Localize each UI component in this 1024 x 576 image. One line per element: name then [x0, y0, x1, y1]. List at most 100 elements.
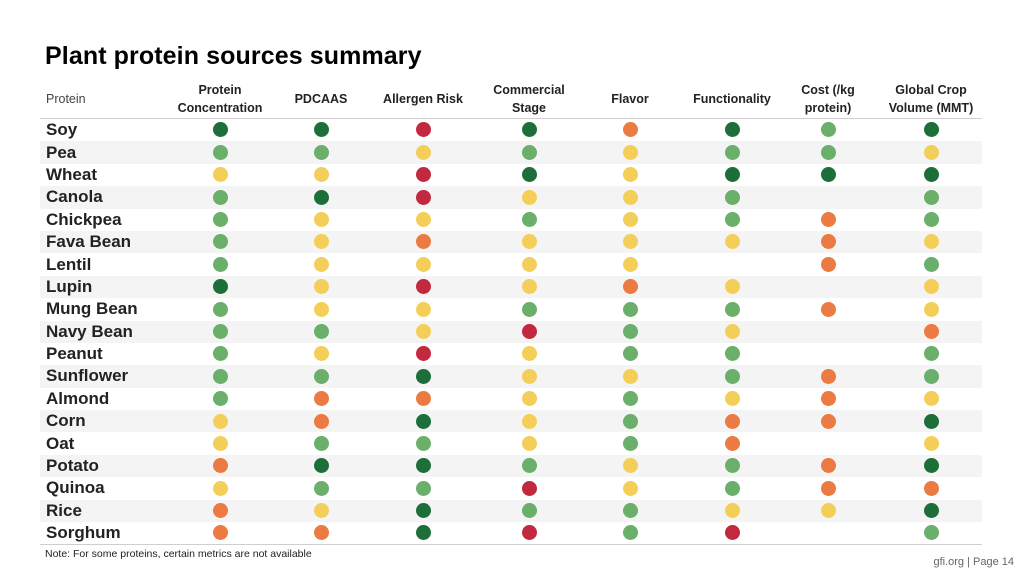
rating-dot [415, 144, 431, 160]
rating-cell [360, 432, 486, 454]
rating-cell [158, 343, 282, 365]
rating-cell [158, 454, 282, 478]
column-header: Cost (/kg protein) [776, 80, 880, 119]
rating-cell [282, 410, 360, 433]
rating-cell [880, 275, 982, 299]
rating-dot [724, 413, 740, 429]
rating-cell [776, 298, 880, 320]
rating-cell [688, 499, 776, 523]
rating-cell [360, 410, 486, 433]
rating-cell [486, 230, 572, 254]
rating-cell [158, 164, 282, 186]
rating-cell [572, 388, 688, 410]
protein-name: Navy Bean [40, 320, 158, 343]
rating-dot [622, 525, 638, 541]
rating-dot [212, 480, 228, 496]
table-row: Lupin [40, 275, 982, 299]
protein-name: Potato [40, 454, 158, 478]
column-header: Allergen Risk [360, 80, 486, 119]
rating-cell [776, 365, 880, 388]
rating-cell [486, 454, 572, 478]
rating-dot [521, 167, 537, 183]
rating-cell [688, 432, 776, 454]
rating-dot [521, 480, 537, 496]
table-row: Rice [40, 499, 982, 523]
rating-dot [415, 256, 431, 272]
rating-cell [282, 164, 360, 186]
rating-dot [212, 435, 228, 451]
rating-dot [212, 391, 228, 407]
column-header-line: PDCAAS [294, 92, 348, 106]
rating-cell [776, 499, 880, 523]
rating-dot [212, 346, 228, 362]
column-header-line: Global Crop [895, 83, 967, 97]
protein-name: Lupin [40, 275, 158, 299]
rating-cell [776, 119, 880, 142]
table-row: Sunflower [40, 365, 982, 388]
rating-cell [880, 209, 982, 231]
rating-dot [622, 368, 638, 384]
table-header-row: Protein Protein Concentration PDCAAS Allerg… [40, 80, 982, 119]
rating-dot [622, 301, 638, 317]
rating-dot [724, 234, 740, 250]
rating-dot [724, 144, 740, 160]
protein-summary-table: Protein Protein Concentration PDCAAS Allerg… [40, 80, 982, 546]
table-row: Corn [40, 410, 982, 433]
rating-cell [158, 410, 282, 433]
rating-dot [313, 144, 329, 160]
rating-dot [820, 458, 836, 474]
rating-dot [313, 368, 329, 384]
rating-cell [360, 365, 486, 388]
column-header: Flavor [572, 80, 688, 119]
protein-name: Rice [40, 499, 158, 523]
rating-cell [486, 275, 572, 299]
rating-cell [282, 522, 360, 546]
rating-cell [360, 320, 486, 343]
rating-dot [923, 234, 939, 250]
column-header-line: Protein [198, 83, 242, 97]
rating-cell [688, 253, 776, 275]
rating-cell [880, 343, 982, 365]
rating-cell [158, 365, 282, 388]
rating-cell [282, 454, 360, 478]
rating-dot [923, 279, 939, 295]
rating-dot [313, 525, 329, 541]
rating-cell [158, 209, 282, 231]
rating-dot [724, 435, 740, 451]
rating-dot [521, 189, 537, 205]
rating-cell [486, 119, 572, 142]
rating-cell [776, 454, 880, 478]
rating-dot [923, 480, 939, 496]
rating-dot [622, 279, 638, 295]
protein-name: Quinoa [46, 478, 105, 498]
protein-name: Fava Bean [40, 230, 158, 254]
rating-cell [486, 141, 572, 164]
column-header: Protein Concentration [158, 80, 282, 119]
rating-dot [415, 323, 431, 339]
rating-dot [313, 346, 329, 362]
table-row: Oat [40, 432, 982, 454]
rating-dot [923, 122, 939, 138]
rating-cell [776, 253, 880, 275]
rating-cell [158, 253, 282, 275]
rating-dot [415, 189, 431, 205]
rating-dot [212, 323, 228, 339]
rating-cell [360, 499, 486, 523]
rating-cell [572, 454, 688, 478]
column-header-line: Volume (MMT) [888, 101, 974, 115]
rating-dot [622, 256, 638, 272]
rating-cell [880, 477, 982, 499]
protein-name: Pea [40, 141, 158, 164]
rating-cell [486, 432, 572, 454]
rating-cell [360, 275, 486, 299]
rating-cell [360, 253, 486, 275]
rating-cell [282, 186, 360, 209]
rating-cell [282, 477, 360, 499]
rating-cell [158, 275, 282, 299]
rating-cell [360, 119, 486, 142]
rating-dot [923, 256, 939, 272]
column-header-line: Cost (/kg [801, 83, 855, 97]
protein-name: Canola [40, 186, 158, 209]
rating-dot [724, 279, 740, 295]
protein-name: Almond [46, 388, 110, 408]
